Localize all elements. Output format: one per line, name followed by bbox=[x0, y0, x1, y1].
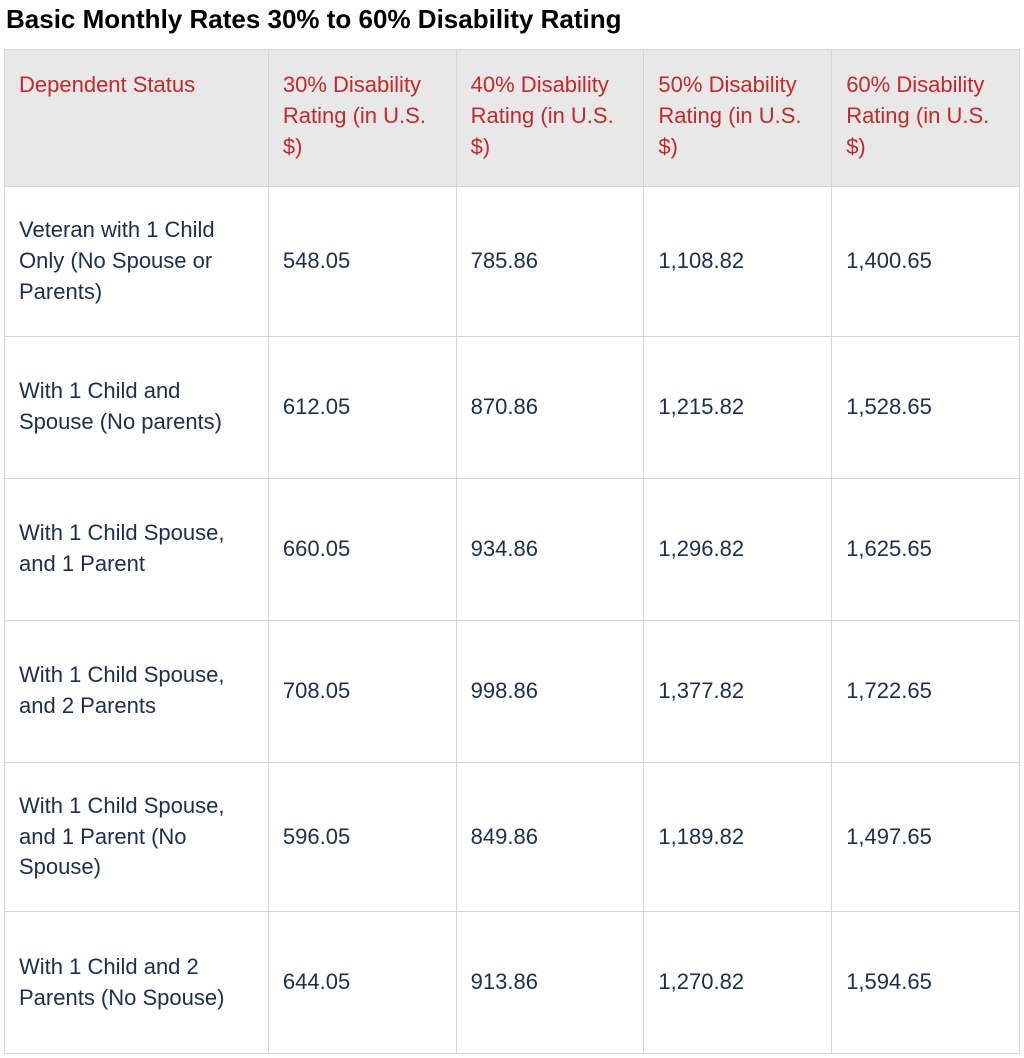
row-label: With 1 Child and Spouse (No parents) bbox=[5, 336, 269, 478]
rate-30: 660.05 bbox=[268, 478, 456, 620]
rate-60: 1,594.65 bbox=[832, 912, 1020, 1054]
col-60-rating: 60% Disability Rating (in U.S. $) bbox=[832, 50, 1020, 187]
table-row: With 1 Child Spouse, and 1 Parent (No Sp… bbox=[5, 762, 1020, 911]
col-30-rating: 30% Disability Rating (in U.S. $) bbox=[268, 50, 456, 187]
rate-60: 1,722.65 bbox=[832, 620, 1020, 762]
rate-50: 1,108.82 bbox=[644, 187, 832, 336]
table-header-row: Dependent Status 30% Disability Rating (… bbox=[5, 50, 1020, 187]
row-label: With 1 Child Spouse, and 1 Parent bbox=[5, 478, 269, 620]
page-title: Basic Monthly Rates 30% to 60% Disabilit… bbox=[4, 4, 1020, 35]
rate-60: 1,400.65 bbox=[832, 187, 1020, 336]
rate-50: 1,215.82 bbox=[644, 336, 832, 478]
rate-30: 708.05 bbox=[268, 620, 456, 762]
table-row: With 1 Child and 2 Parents (No Spouse) 6… bbox=[5, 912, 1020, 1054]
rate-30: 548.05 bbox=[268, 187, 456, 336]
rate-60: 1,625.65 bbox=[832, 478, 1020, 620]
rate-30: 612.05 bbox=[268, 336, 456, 478]
rate-40: 998.86 bbox=[456, 620, 644, 762]
col-dependent-status: Dependent Status bbox=[5, 50, 269, 187]
rate-40: 849.86 bbox=[456, 762, 644, 911]
rate-40: 934.86 bbox=[456, 478, 644, 620]
table-row: With 1 Child Spouse, and 2 Parents 708.0… bbox=[5, 620, 1020, 762]
table-row: With 1 Child Spouse, and 1 Parent 660.05… bbox=[5, 478, 1020, 620]
row-label: With 1 Child Spouse, and 1 Parent (No Sp… bbox=[5, 762, 269, 911]
rate-40: 785.86 bbox=[456, 187, 644, 336]
rate-50: 1,296.82 bbox=[644, 478, 832, 620]
rate-30: 644.05 bbox=[268, 912, 456, 1054]
rate-50: 1,270.82 bbox=[644, 912, 832, 1054]
table-row: With 1 Child and Spouse (No parents) 612… bbox=[5, 336, 1020, 478]
rate-30: 596.05 bbox=[268, 762, 456, 911]
col-50-rating: 50% Disability Rating (in U.S. $) bbox=[644, 50, 832, 187]
rate-50: 1,189.82 bbox=[644, 762, 832, 911]
rate-40: 913.86 bbox=[456, 912, 644, 1054]
row-label: With 1 Child Spouse, and 2 Parents bbox=[5, 620, 269, 762]
row-label: Veteran with 1 Child Only (No Spouse or … bbox=[5, 187, 269, 336]
rate-40: 870.86 bbox=[456, 336, 644, 478]
rate-60: 1,528.65 bbox=[832, 336, 1020, 478]
col-40-rating: 40% Disability Rating (in U.S. $) bbox=[456, 50, 644, 187]
row-label: With 1 Child and 2 Parents (No Spouse) bbox=[5, 912, 269, 1054]
table-row: Veteran with 1 Child Only (No Spouse or … bbox=[5, 187, 1020, 336]
rates-table: Dependent Status 30% Disability Rating (… bbox=[4, 49, 1020, 1054]
rate-60: 1,497.65 bbox=[832, 762, 1020, 911]
rate-50: 1,377.82 bbox=[644, 620, 832, 762]
